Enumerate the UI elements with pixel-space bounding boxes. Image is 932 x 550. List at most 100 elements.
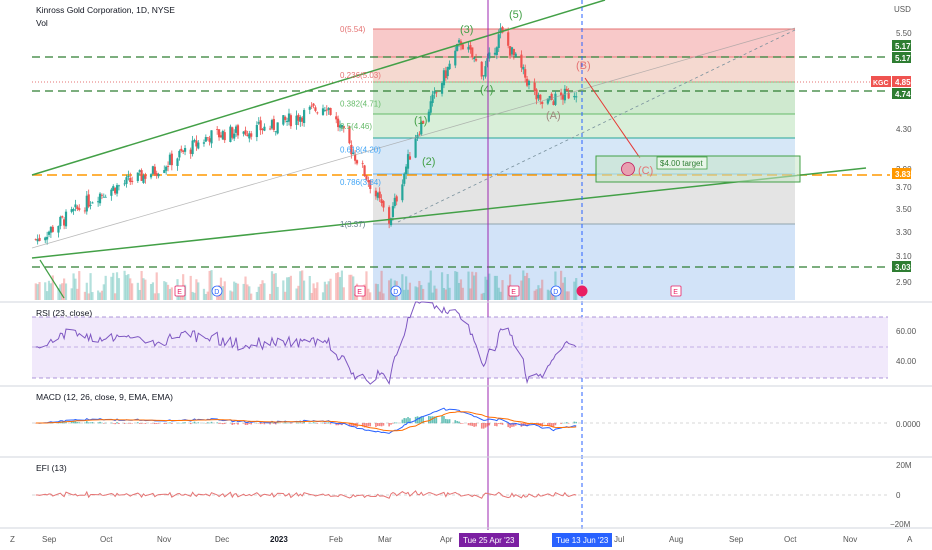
candle-body [182,150,185,152]
volume-bar [340,270,343,300]
macd-hist-bar [271,422,273,424]
candle-body [83,210,87,212]
candle-body [234,126,238,133]
macd-hist-bar [203,422,205,424]
macd-hist-bar [208,422,211,424]
macd-hist-bar [316,423,319,424]
symbol-title[interactable]: Kinross Gold Corporation, 1D, NYSE [36,5,175,15]
zoom-icon[interactable]: Z [10,535,15,544]
earnings-marker-0[interactable] [174,285,186,297]
fib-zone-5-618 [373,114,795,138]
auto-scale-icon[interactable]: A [907,535,913,544]
flash-event-icon[interactable] [576,285,588,297]
macd-hist-bar [118,423,120,424]
volume-bar [338,277,342,300]
candle-body [91,202,94,204]
volume-bar [454,271,457,300]
macd-hist-bar [388,423,390,427]
candle-body [74,204,77,208]
candle-body [117,185,121,187]
volume-bar [550,290,553,300]
macd-hist-bar [223,423,226,424]
volume-bar [131,283,134,300]
macd-hist-bar [401,419,404,424]
dividend-marker-3[interactable] [390,285,402,297]
candle-body [524,69,527,78]
macd-hist-bar [197,422,200,424]
volume-bar [163,281,166,300]
candle-body [561,94,565,100]
macd-hist-bar [112,423,115,424]
earnings-marker-4[interactable] [508,285,520,297]
target-label-box [656,156,708,170]
candle-body [395,196,398,202]
macd-hist-bar [407,417,409,424]
macd-hist-bar [475,423,477,427]
volume-bar [429,270,432,300]
volume-bar [352,276,355,300]
channel-lower-line[interactable] [31,167,867,259]
candle-body [223,132,226,141]
macd-hist-bar [131,423,133,424]
macd-hist-bar [85,421,88,424]
macd-hist-bar [497,423,500,424]
volume-bar [153,293,156,300]
efi-title[interactable]: EFI (13) [36,463,67,473]
volume-bar [44,282,47,300]
macd-hist-bar [496,423,498,427]
badge-383-text: 3.83 [895,170,911,179]
macd-hist-bar [486,423,489,427]
channel-upper-line[interactable] [31,0,606,176]
candle-body [440,83,444,94]
rsi-tick-40: 40.00 [896,357,917,366]
macd-hist-bar [325,422,328,424]
macd-tick-0: 0.0000 [896,420,921,429]
volume-bar [310,292,313,300]
macd-hist-bar [210,421,213,424]
macd-hist-bar [564,422,566,424]
candle-body [204,137,207,142]
macd-line [35,407,577,434]
candle-body [64,211,68,227]
dashed-trend-line[interactable] [397,29,796,223]
small-trend-line [39,259,65,299]
macd-hist-bar [575,421,578,424]
volume-bar [539,288,542,300]
candle-body [350,144,353,155]
median-trend-line[interactable] [31,27,796,249]
earnings-marker-6[interactable] [670,285,682,297]
macd-title[interactable]: MACD (12, 26, close, 9, EMA, EMA) [36,392,173,402]
event-marker-label-0: E [177,289,182,296]
date-badge-apr25-text: Tue 25 Apr '23 [463,536,515,545]
candle-body [274,131,277,133]
event-marker-label-2: E [357,289,362,296]
candle-body [287,113,291,122]
candle-body [272,119,275,130]
volume-bar [270,271,274,300]
dividend-marker-1[interactable] [211,285,223,297]
price-tick-330: 3.30 [896,228,912,237]
macd-hist-bar [154,423,156,425]
macd-hist-bar [548,423,551,426]
candle-body [469,45,472,50]
volume-bar [117,278,121,300]
rsi-tick-60: 60.00 [896,327,917,336]
rsi-title[interactable]: RSI (23, close) [36,308,92,318]
dividend-marker-5[interactable] [550,285,562,297]
volume-bar [274,273,277,300]
macd-hist-bar [363,423,366,428]
candle-body [76,206,79,210]
volume-bar [125,275,128,300]
volume-bar [38,282,41,300]
macd-hist-bar [573,421,576,424]
candle-body [217,129,221,138]
projection-arrow [584,77,641,159]
volume-bar [431,292,434,300]
candle-body [303,110,306,124]
volume-bar [405,276,408,300]
volume-bar [380,270,383,300]
volume-bar [525,272,529,300]
candle-body [454,50,457,66]
earnings-marker-2[interactable] [354,285,366,297]
macd-hist-bar [409,418,411,424]
